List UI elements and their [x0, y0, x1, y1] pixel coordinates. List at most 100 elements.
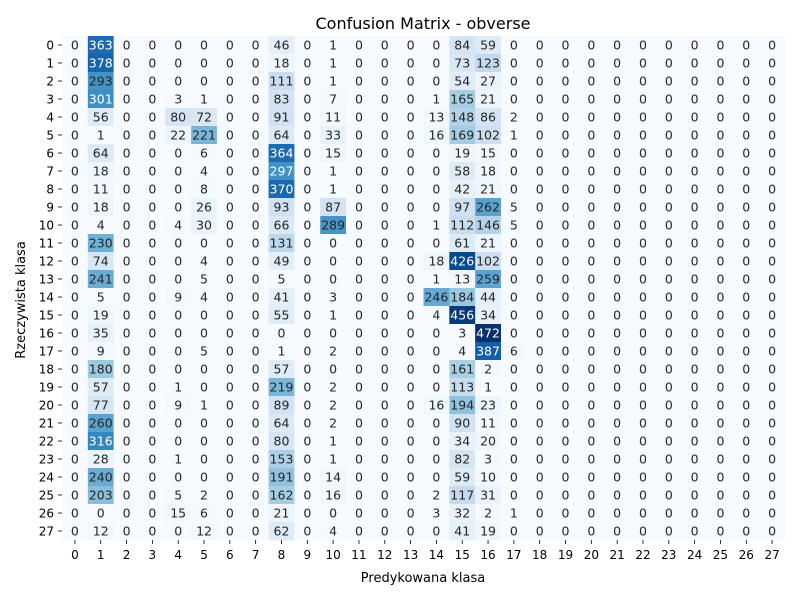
cell-value-label: 0: [226, 182, 234, 197]
cell-value-label: 0: [768, 164, 776, 179]
heatmap-cell: [62, 216, 89, 235]
cell-value-label: 0: [613, 128, 621, 143]
heatmap-cell: [320, 198, 347, 217]
cell-value-label: 18: [93, 200, 109, 215]
cell-value-label: 64: [274, 416, 290, 431]
heatmap-cell: [759, 162, 786, 181]
heatmap-cell: [423, 252, 450, 271]
cell-value-label: 0: [510, 38, 518, 53]
heatmap-cell: [500, 522, 528, 541]
cell-value-label: 0: [716, 38, 724, 53]
heatmap-cell: [320, 252, 347, 271]
x-tick-label: 25: [713, 548, 728, 562]
heatmap-cell: [242, 414, 270, 433]
heatmap-cell: [242, 270, 270, 289]
heatmap-cell: [578, 90, 605, 109]
cell-value-label: 0: [639, 326, 647, 341]
heatmap-cell: [242, 450, 270, 469]
heatmap-cell: [630, 252, 657, 271]
heatmap-cell: [733, 396, 760, 415]
cell-value-label: 0: [200, 56, 208, 71]
heatmap-cell: [707, 180, 734, 199]
y-tick-label: 3: [46, 93, 54, 107]
cell-value-label: 0: [148, 290, 156, 305]
heatmap-cell: [346, 288, 373, 307]
heatmap-cell: [165, 378, 192, 397]
heatmap-cell: [475, 360, 502, 379]
cell-value-label: 0: [303, 146, 311, 161]
heatmap-cell: [397, 90, 424, 109]
y-tick-label: 22: [39, 435, 54, 449]
cell-value-label: 0: [432, 164, 440, 179]
heatmap-cell: [681, 342, 709, 361]
y-tick-label: 21: [39, 417, 54, 431]
heatmap-cell: [346, 252, 373, 271]
cell-value-label: 0: [381, 488, 389, 503]
x-tick-label: 8: [278, 548, 286, 562]
cell-value-label: 0: [407, 488, 415, 503]
heatmap-cell: [526, 450, 554, 469]
cell-value-label: 0: [407, 506, 415, 521]
cell-value-label: 0: [716, 380, 724, 395]
cell-value-label: 0: [432, 182, 440, 197]
heatmap-cell: [191, 270, 218, 289]
heatmap-cell: [449, 216, 476, 235]
cell-value-label: 0: [562, 398, 570, 413]
heatmap-cell: [320, 522, 347, 541]
cell-value-label: 0: [510, 452, 518, 467]
cell-value-label: 26: [196, 200, 212, 215]
cell-value-label: 117: [450, 488, 474, 503]
heatmap-cell: [87, 144, 115, 163]
cell-value-label: 0: [536, 362, 544, 377]
heatmap-cell: [707, 396, 734, 415]
cell-value-label: 113: [450, 380, 474, 395]
cell-value-label: 0: [587, 524, 595, 539]
heatmap-cell: [139, 288, 166, 307]
heatmap-cell: [630, 90, 657, 109]
cell-value-label: 0: [148, 146, 156, 161]
heatmap-cell: [346, 108, 373, 127]
cell-value-label: 34: [454, 434, 470, 449]
heatmap-cell: [475, 198, 502, 217]
heatmap-cell: [759, 144, 786, 163]
heatmap-cell: [62, 144, 89, 163]
cell-value-label: 54: [454, 74, 470, 89]
heatmap-cell: [707, 36, 734, 55]
y-tick-label: 9: [46, 201, 54, 215]
cell-value-label: 62: [274, 524, 290, 539]
heatmap-cell: [630, 360, 657, 379]
cell-value-label: 0: [665, 236, 673, 251]
heatmap-cell: [191, 72, 218, 91]
cell-value-label: 0: [613, 74, 621, 89]
heatmap-cell: [423, 198, 450, 217]
heatmap-cell: [320, 432, 347, 451]
cell-value-label: 0: [123, 380, 131, 395]
heatmap-cell: [423, 162, 450, 181]
heatmap-cell: [346, 162, 373, 181]
heatmap-cell: [604, 162, 631, 181]
heatmap-cell: [113, 126, 140, 145]
heatmap-cell: [242, 54, 270, 73]
heatmap-cell: [500, 342, 528, 361]
cell-value-label: 0: [613, 470, 621, 485]
heatmap-cell: [113, 288, 140, 307]
cell-value-label: 57: [274, 362, 290, 377]
heatmap-cell: [113, 522, 140, 541]
cell-value-label: 0: [665, 74, 673, 89]
heatmap-cell: [242, 432, 270, 451]
cell-value-label: 0: [665, 200, 673, 215]
x-tick-label: 27: [764, 548, 779, 562]
heatmap-cell: [346, 216, 373, 235]
heatmap-cell: [552, 432, 579, 451]
heatmap-cell: [320, 450, 347, 469]
heatmap-cell: [268, 234, 295, 253]
cell-value-label: 0: [665, 272, 673, 287]
heatmap-cell: [630, 504, 657, 523]
cell-value-label: 0: [329, 362, 337, 377]
heatmap-cell: [371, 270, 399, 289]
heatmap-cell: [268, 360, 295, 379]
cell-value-label: 0: [768, 362, 776, 377]
heatmap-cell: [268, 180, 295, 199]
cell-value-label: 0: [510, 272, 518, 287]
